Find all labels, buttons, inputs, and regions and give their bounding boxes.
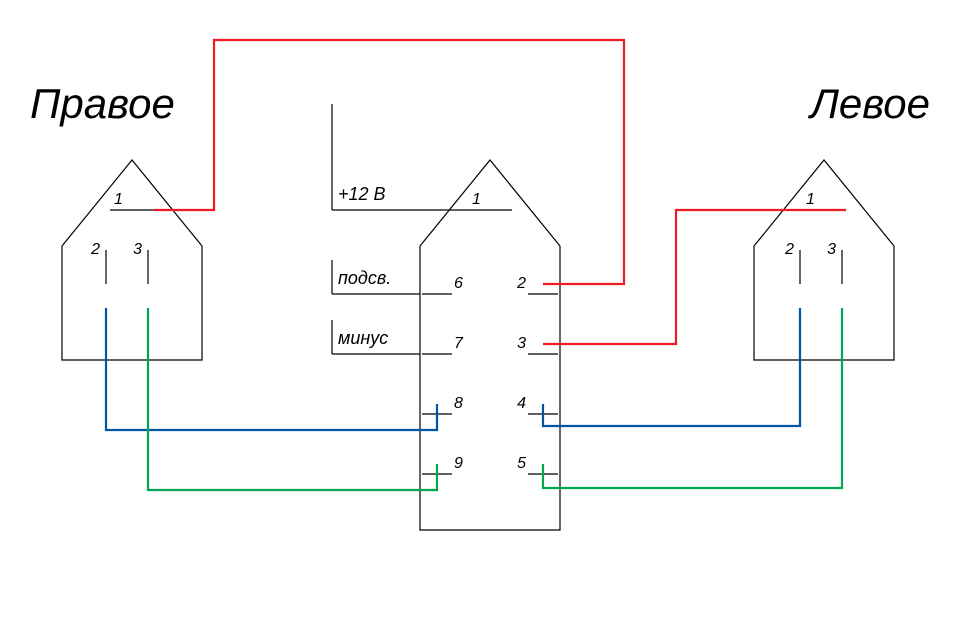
center-block-body	[420, 246, 560, 530]
left-pin-1-label: 1	[114, 191, 123, 208]
title-right-side: Правое	[30, 80, 175, 127]
center-pin-6-label: 6	[454, 275, 463, 292]
right-pin-2-label: 2	[784, 241, 794, 258]
center-pin-1-label: 1	[472, 191, 481, 208]
wire-green-right	[543, 308, 842, 488]
center-pin-2-label: 2	[516, 275, 526, 292]
left-pin-3-label: 3	[133, 241, 142, 258]
left-pin-2-label: 2	[90, 241, 100, 258]
podsv-label: подсв.	[338, 268, 391, 288]
right-pin-3-label: 3	[827, 241, 836, 258]
left-block-body	[62, 246, 202, 360]
right-pin-1-label: 1	[806, 191, 815, 208]
center-pin-4-label: 4	[517, 395, 526, 412]
center-pin-8-label: 8	[454, 395, 463, 412]
left-block-roof	[62, 160, 202, 246]
center-pin-3-label: 3	[517, 335, 526, 352]
wire-blue-right	[543, 308, 800, 426]
center-pin-7-label: 7	[454, 335, 464, 352]
title-left-side: Левое	[807, 80, 930, 127]
right-block-roof	[754, 160, 894, 246]
center-pin-5-label: 5	[517, 455, 526, 472]
minus-label: минус	[338, 328, 388, 348]
wire-red-left	[154, 40, 624, 284]
center-block-roof	[420, 160, 560, 246]
wire-blue-left	[106, 308, 437, 430]
center-pin-9-label: 9	[454, 455, 463, 472]
wire-green-left	[148, 308, 437, 490]
right-block-body	[754, 246, 894, 360]
v12-label: +12 В	[338, 184, 386, 204]
wiring-diagram: Правое Левое 1 2 3 1 6 2 7 3 8 4 9 5 1 2 3 +12 В подсв. мин…	[0, 0, 960, 625]
